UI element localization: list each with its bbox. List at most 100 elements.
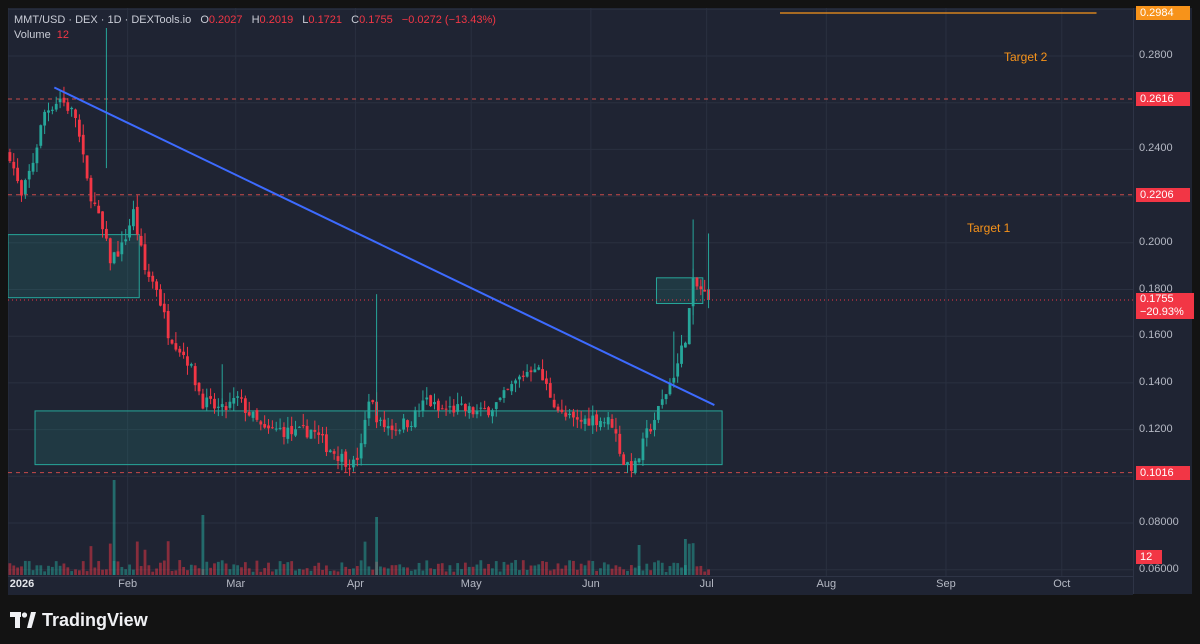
candle [579,419,583,422]
volume-bar [452,571,456,575]
time-axis[interactable] [8,576,1133,595]
volume-bar [641,570,645,575]
volume-bar [695,566,699,575]
volume-bar [267,562,270,575]
candle [101,211,104,230]
volume-bar [386,568,390,575]
volume-bar [135,541,139,575]
volume-bar [43,571,47,575]
candle [525,371,529,377]
volume-value: 12 [56,29,69,41]
candle [622,454,626,465]
volume-bar [456,563,460,575]
volume-bar [170,570,174,575]
candle [301,425,305,427]
price-label: 0.1016 [1136,465,1190,480]
volume-bar [298,568,301,575]
candle [460,403,463,405]
candle [487,407,490,416]
candle [583,418,587,425]
candle [348,468,351,470]
volume-bar [691,543,695,575]
volume-bar [398,564,402,575]
candle [247,412,251,416]
high-value: 0.2019 [259,14,294,26]
volume-bar [409,570,413,575]
candle [132,209,135,227]
candle [209,396,213,399]
candle [633,460,637,473]
candle [139,235,143,246]
candle [398,430,402,432]
volume-bar [379,566,382,575]
trendline [53,86,715,406]
candle [629,461,633,471]
candle [12,161,16,169]
candle [286,427,290,439]
candle [537,367,541,370]
candle [467,406,471,414]
candle [575,417,579,420]
candle [174,343,178,350]
volume-bar [205,561,209,575]
volume-bar [120,566,124,575]
candle [128,225,131,238]
candle [529,370,533,373]
volume-bar [20,566,23,575]
price-tick: 0.08000 [1139,516,1179,528]
volume-bar [182,567,185,575]
candle [664,394,668,400]
volume-bar [193,565,197,575]
volume-bar [263,568,267,575]
tradingview-brand[interactable]: TradingView [10,609,148,631]
candle [47,110,50,113]
low-label: L [302,14,309,26]
volume-bar [58,565,62,575]
candle [695,277,699,287]
target-label: Target 2 [1004,50,1048,64]
candle [471,407,475,415]
volume-bar [390,565,394,575]
volume-bar [112,480,116,575]
volume-bar [27,561,31,575]
volume-bar [556,563,560,575]
demand-zone [655,277,704,305]
volume-bar [483,568,487,575]
volume-bar [460,569,463,575]
volume-bar [629,565,633,575]
close-value: 0.1755 [359,14,393,26]
price-tick: 0.2400 [1139,142,1173,155]
candle [317,432,321,435]
volume-bar [429,568,433,575]
demand-zone [8,234,140,299]
volume-bar [363,541,367,575]
candle [421,400,425,411]
candle [676,363,680,377]
candle [321,433,324,436]
volume-bar [328,571,332,575]
candle [151,275,155,282]
volume-bar [564,565,568,575]
candle [290,425,294,435]
volume-bar [12,565,16,575]
candle [668,382,672,395]
volume-bar [525,569,529,575]
candle [413,410,417,428]
volume-bar [610,568,614,575]
candle [166,310,170,339]
candle [382,419,386,428]
candle [656,405,660,420]
candle [653,420,656,431]
volume-bar [290,561,294,575]
volume-bar [606,564,610,575]
volume-bar [178,560,182,575]
volume-bar [703,571,707,575]
volume-bar [622,569,626,575]
volume-bar [270,571,274,575]
volume-bar [162,560,166,575]
volume-bar [47,565,50,575]
price-tick: 0.1200 [1139,422,1173,435]
target-label: Target 1 [967,221,1011,235]
volume-bar [653,562,656,575]
